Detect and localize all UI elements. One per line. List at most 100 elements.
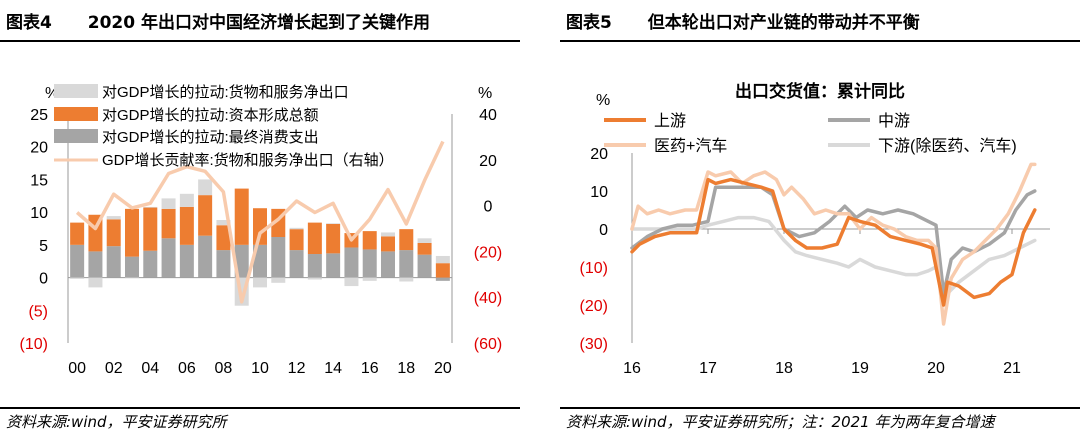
x-tick-label: 18 — [397, 360, 415, 377]
left-figure-label: 图表4 — [6, 13, 52, 33]
bar-net-export — [344, 277, 359, 287]
bar-capital — [198, 195, 213, 236]
bar-capital — [143, 207, 158, 251]
bar-consumption — [161, 238, 176, 278]
bar-capital — [289, 229, 304, 251]
left-y-tick-label: 25 — [30, 107, 48, 124]
left-panel: 图表4 2020 年出口对中国经济增长起到了关键作用 %% 25 20 15 10 5 0(… — [0, 0, 520, 444]
legend-label: 对GDP增长的拉动:资本形成总额 — [102, 107, 319, 124]
x-tick-label: 12 — [288, 360, 306, 377]
midstream-line — [630, 185, 1037, 296]
legend-label: 下游(除医药、汽车) — [878, 137, 1017, 155]
left-source-note: 资料来源:wind，平安证券研究所 — [6, 413, 227, 431]
x-tick-label: 17 — [699, 360, 717, 377]
right-figure-label: 图表5 — [566, 13, 612, 33]
bar-consumption — [381, 251, 395, 278]
y-tick-label: (10) — [580, 260, 608, 277]
bar-consumption — [88, 251, 103, 278]
right-axis-unit: % — [478, 85, 492, 102]
right-bottom-rule — [560, 407, 1080, 409]
bar-net-export — [289, 227, 304, 230]
bar-net-export — [106, 216, 121, 220]
bar-capital — [70, 222, 85, 245]
legend-label: 对GDP增长的拉动:货物和服务净出口 — [102, 84, 349, 101]
x-tick-label: 10 — [251, 360, 269, 377]
pharma-auto-line — [630, 162, 1037, 326]
bar-consumption — [271, 237, 286, 278]
bar-consumption — [344, 247, 359, 278]
bar-consumption — [307, 254, 322, 278]
bar-consumption — [216, 250, 231, 278]
right-y-tick-label: 0 — [484, 199, 493, 216]
left-y-tick-label: 15 — [30, 172, 48, 189]
net-export-contribution-line — [75, 140, 445, 304]
legend-label: 对GDP增长的拉动:最终消费支出 — [102, 129, 319, 146]
bar-capital — [326, 223, 341, 254]
x-tick-label: 18 — [775, 360, 793, 377]
downstream-line — [630, 215, 1037, 300]
right-y-tick-label: (40) — [474, 290, 502, 307]
bar-consumption — [399, 250, 414, 278]
bar-net-export — [198, 179, 213, 196]
right-header: 图表5 但本轮出口对产业链的带动并不平衡 — [566, 8, 920, 38]
bar-consumption — [289, 250, 304, 278]
right-panel: 图表5 但本轮出口对产业链的带动并不平衡 出口交货值：累计同比% 20 10 0 (10… — [560, 0, 1080, 444]
bar-capital — [253, 208, 267, 245]
bar-capital — [307, 222, 322, 255]
bar-net-export — [179, 193, 194, 207]
y-tick-label: 10 — [590, 184, 608, 201]
bar-consumption — [234, 244, 249, 278]
x-tick-label: 20 — [434, 360, 452, 377]
left-header: 图表4 2020 年出口对中国经济增长起到了关键作用 — [6, 8, 430, 38]
bar-net-export — [307, 277, 322, 280]
left-y-tick-label: 0 — [39, 271, 48, 288]
bar-net-export — [88, 277, 103, 288]
bar-net-export — [399, 277, 414, 282]
right-top-rule — [560, 40, 1080, 42]
legend-label: 中游 — [878, 112, 910, 130]
bar-capital — [179, 206, 194, 245]
bar-consumption — [70, 244, 85, 278]
bar-consumption — [326, 253, 341, 278]
left-y-tick-label: 10 — [30, 205, 48, 222]
upstream-line — [630, 177, 1037, 307]
bar-capital — [417, 242, 432, 255]
bar-net-export — [125, 277, 139, 279]
bar-capital — [161, 208, 176, 239]
x-tick-label: 02 — [105, 360, 123, 377]
legend-swatch — [54, 84, 98, 98]
bar-net-export — [253, 277, 267, 288]
bar-net-export — [362, 277, 377, 281]
legend-swatch — [54, 107, 98, 121]
y-tick-label: (30) — [580, 336, 608, 353]
x-tick-label: 21 — [1003, 360, 1021, 377]
left-top-rule — [0, 40, 520, 42]
left-y-tick-label: (5) — [28, 303, 48, 320]
x-tick-label: 04 — [141, 360, 159, 377]
bar-consumption — [125, 256, 139, 278]
bar-capital — [216, 225, 231, 251]
bar-net-export — [70, 277, 85, 279]
left-y-tick-label: (10) — [20, 336, 48, 353]
bar-capital — [106, 219, 121, 247]
left-y-tick-label: 20 — [30, 140, 48, 157]
bar-consumption — [179, 244, 194, 278]
x-tick-label: 14 — [324, 360, 342, 377]
bar-capital — [435, 263, 450, 278]
bar-net-export — [417, 238, 432, 243]
bar-capital — [234, 188, 249, 245]
export-delivery-chart: 出口交货值：累计同比% 20 10 0 (10) (20) (30) 16 17 18 19 20 21… — [580, 81, 1050, 377]
bar-net-export — [271, 277, 286, 283]
bar-capital — [381, 236, 395, 252]
x-tick-label: 06 — [178, 360, 196, 377]
chart-title: 出口交货值：累计同比 — [735, 81, 905, 101]
right-figure-title: 但本轮出口对产业链的带动并不平衡 — [647, 13, 920, 33]
bar-net-export — [161, 198, 176, 209]
left-figure-title: 2020 年出口对中国经济增长起到了关键作用 — [87, 13, 430, 33]
bar-net-export — [326, 223, 341, 224]
bar-capital — [399, 229, 414, 251]
legend-label: 上游 — [654, 112, 686, 130]
legend-swatch — [54, 129, 98, 143]
bar-capital — [362, 231, 377, 250]
